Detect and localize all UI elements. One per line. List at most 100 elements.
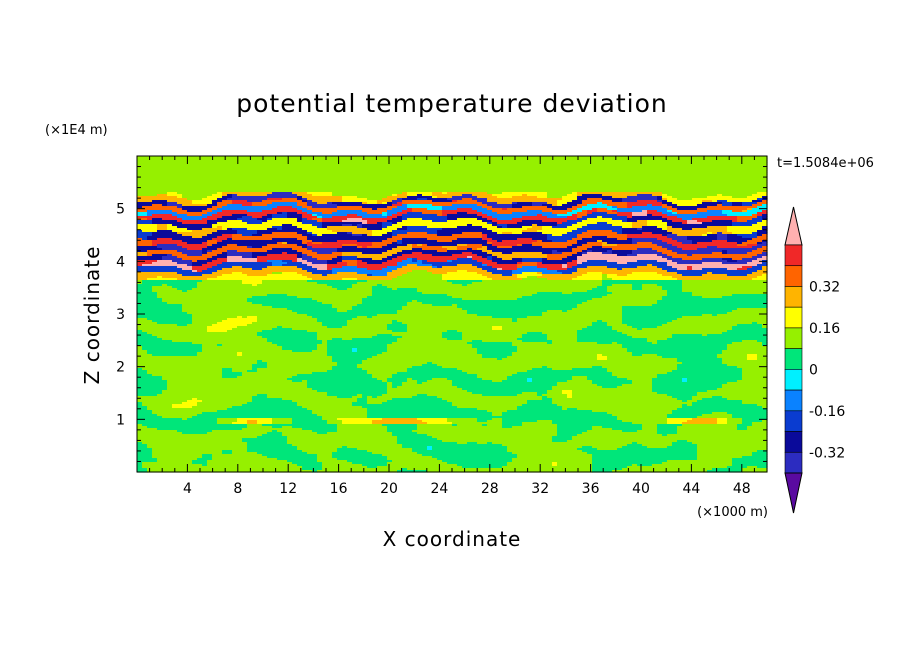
field-cell	[177, 212, 208, 215]
field-cell	[657, 272, 678, 275]
field-cell	[322, 466, 368, 469]
field-cell	[302, 246, 308, 249]
field-cell	[402, 204, 408, 207]
field-cell	[327, 392, 388, 395]
field-cell	[717, 418, 728, 421]
field-cell	[647, 338, 668, 341]
field-cell	[547, 202, 558, 205]
field-cell	[547, 206, 573, 209]
field-cell	[382, 352, 478, 355]
field-cell	[177, 232, 213, 235]
field-cell	[477, 196, 498, 199]
field-cell	[137, 256, 163, 259]
field-cell	[337, 288, 348, 291]
field-cell	[607, 266, 638, 269]
field-cell	[312, 430, 338, 433]
field-cell	[537, 264, 563, 267]
field-cell	[737, 242, 743, 245]
field-cell	[707, 206, 758, 209]
field-cell	[407, 192, 433, 195]
field-cell	[212, 458, 278, 461]
field-cell	[312, 278, 343, 281]
field-cell	[482, 262, 498, 265]
field-cell	[447, 214, 478, 217]
field-cell	[727, 230, 758, 233]
field-cell	[667, 264, 758, 267]
field-cell	[307, 192, 333, 195]
field-cell	[617, 238, 628, 241]
field-cell	[412, 258, 418, 261]
field-cell	[297, 194, 313, 197]
field-cell	[342, 446, 348, 449]
field-cell	[292, 224, 313, 227]
field-cell	[457, 226, 483, 229]
field-cell	[572, 368, 608, 371]
field-cell	[747, 356, 758, 359]
field-cell	[702, 268, 728, 271]
field-cell	[292, 206, 303, 209]
field-cell	[182, 402, 198, 405]
field-cell	[727, 418, 743, 421]
field-cell	[737, 268, 748, 271]
field-cell	[427, 260, 448, 263]
field-cell	[567, 202, 583, 205]
field-cell	[157, 238, 173, 241]
field-cell	[332, 454, 383, 457]
field-cell	[137, 296, 158, 299]
field-cell	[147, 406, 173, 409]
field-cell	[307, 204, 338, 207]
field-cell	[547, 254, 573, 257]
field-cell	[472, 264, 483, 267]
field-cell	[262, 210, 303, 213]
field-cell	[612, 292, 668, 295]
field-cell	[372, 208, 378, 211]
field-cell	[137, 444, 148, 447]
field-cell	[677, 212, 698, 215]
field-cell	[457, 306, 578, 309]
field-cell	[137, 416, 163, 419]
field-cell	[457, 218, 478, 221]
field-cell	[212, 454, 263, 457]
field-cell	[232, 236, 308, 239]
field-cell	[722, 212, 758, 215]
field-cell	[252, 216, 263, 219]
field-cell	[477, 272, 493, 275]
field-cell	[147, 408, 228, 411]
field-cell	[732, 414, 768, 417]
field-cell	[312, 194, 333, 197]
field-cell	[147, 352, 198, 355]
field-cell	[552, 368, 573, 371]
field-cell	[587, 230, 613, 233]
colorbar-box	[784, 286, 803, 308]
field-cell	[187, 248, 203, 251]
field-cell	[242, 234, 253, 237]
field-cell	[697, 450, 758, 453]
field-cell	[297, 220, 303, 223]
field-cell	[207, 262, 223, 265]
field-cell	[727, 312, 768, 315]
field-cell	[667, 242, 683, 245]
field-cell	[757, 354, 768, 357]
field-cell	[742, 402, 768, 405]
field-cell	[267, 244, 298, 247]
field-cell	[557, 434, 578, 437]
field-cell	[167, 382, 308, 385]
field-cell	[337, 210, 363, 213]
field-cell	[367, 398, 393, 401]
field-cell	[147, 238, 158, 241]
field-cell	[462, 388, 553, 391]
field-cell	[587, 224, 613, 227]
field-cell	[547, 310, 563, 313]
field-cell	[192, 318, 228, 321]
field-cell	[332, 306, 353, 309]
field-cell	[577, 258, 668, 261]
field-cell	[412, 430, 558, 433]
field-cell	[412, 208, 428, 211]
field-cell	[582, 254, 618, 257]
field-cell	[202, 228, 223, 231]
field-cell	[627, 202, 663, 205]
field-cell	[247, 228, 268, 231]
field-cell	[622, 320, 673, 323]
field-cell	[697, 220, 713, 223]
field-cell	[212, 456, 268, 459]
